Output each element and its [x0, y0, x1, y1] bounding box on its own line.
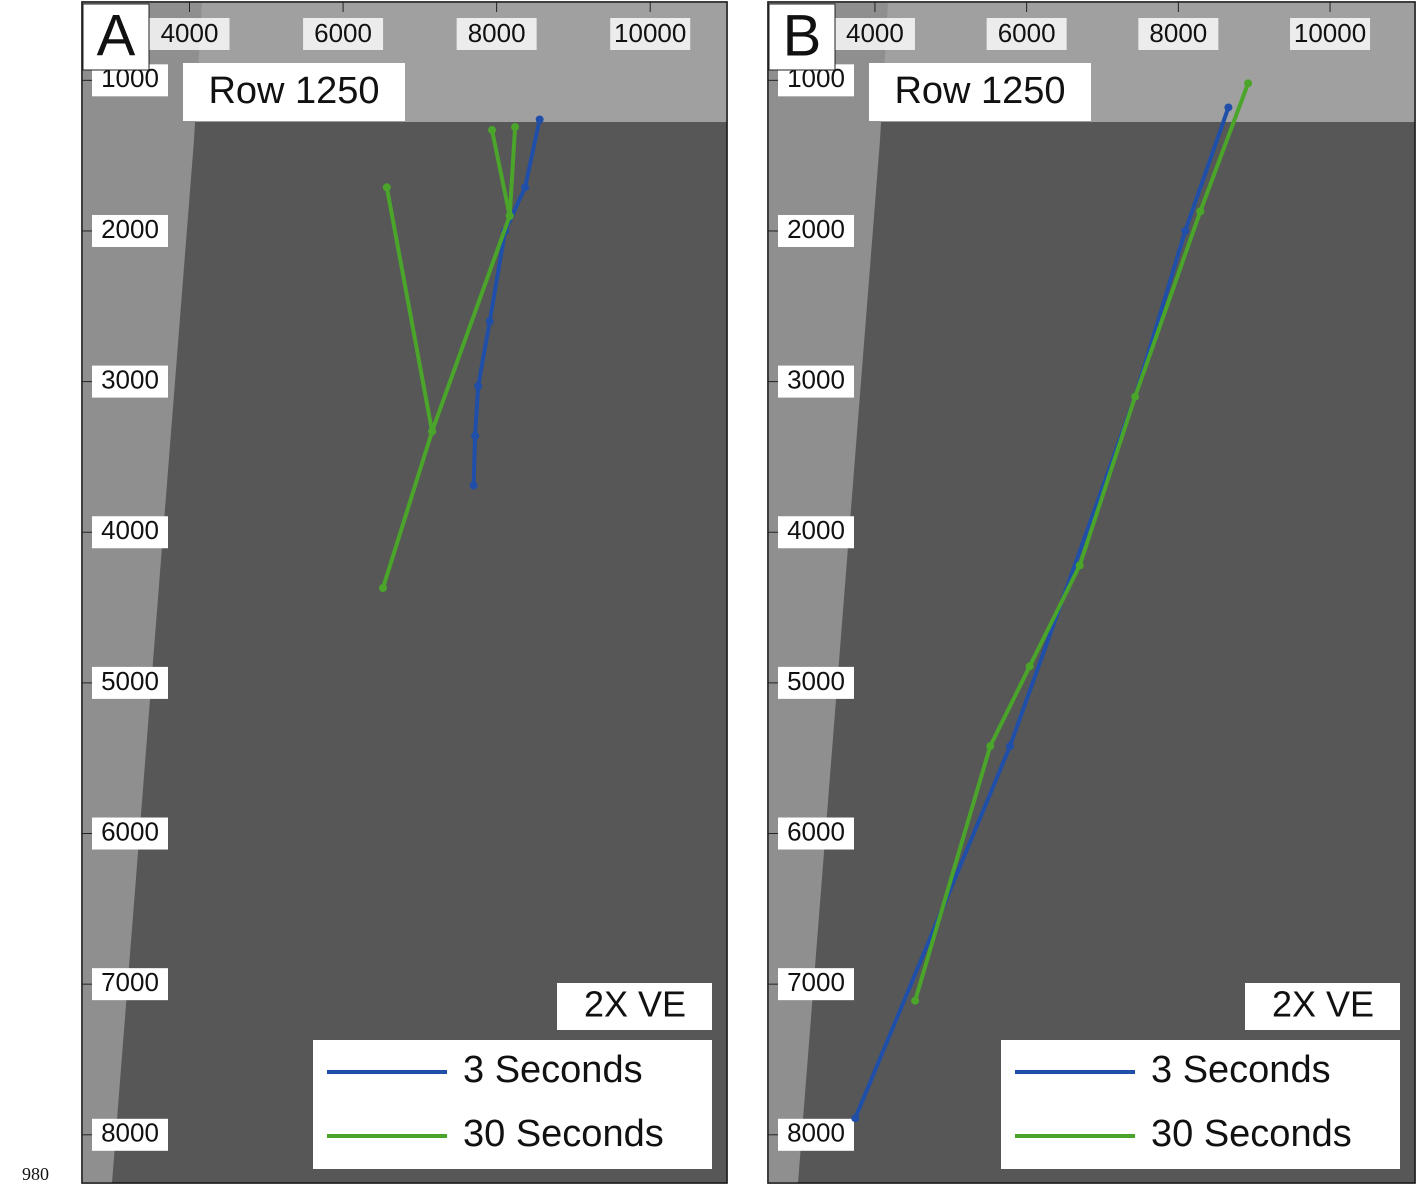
- annotation: 2X VE: [1272, 984, 1374, 1025]
- annotation: 2X VE: [584, 984, 686, 1025]
- panel-frame: [767, 1, 1416, 1184]
- x-tick-box: [986, 18, 1067, 50]
- y-tick-label: 6000: [787, 816, 845, 846]
- y-tick-label: 2000: [787, 214, 845, 244]
- legend-label: 3 Seconds: [463, 1049, 643, 1091]
- annotation-box: [557, 983, 712, 1030]
- fault-line: [381, 126, 518, 589]
- legend-label: 30 Seconds: [463, 1113, 664, 1155]
- y-tick-label: 7000: [787, 967, 845, 997]
- fault-point: [474, 382, 483, 391]
- y-tick-box: [778, 968, 854, 1001]
- x-tick-label: 10000: [614, 18, 686, 48]
- y-tick-box: [778, 817, 854, 850]
- legend-box: [1001, 1040, 1400, 1169]
- panel: 4000 6000 8000 1000010002000300040005000600…: [767, 1, 1416, 1184]
- fault-point: [485, 317, 494, 326]
- fault-point: [1181, 226, 1190, 235]
- x-tick-label: 8000: [468, 18, 526, 48]
- fault-point: [1244, 79, 1253, 88]
- fault-point: [505, 211, 514, 220]
- title-box: [183, 63, 405, 121]
- y-tick-label: 3000: [787, 364, 845, 394]
- y-tick-label: 6000: [101, 816, 159, 846]
- fault-point: [521, 183, 530, 192]
- fault-point: [1224, 103, 1233, 112]
- y-tick-label: 4000: [101, 515, 159, 545]
- panel: 4000 6000 8000 1000010002000300040005000600…: [81, 1, 728, 1184]
- y-tick-label: 3000: [101, 364, 159, 394]
- y-tick-box: [92, 365, 168, 398]
- fault-point: [535, 115, 544, 124]
- panel-label: A: [97, 3, 136, 68]
- y-tick-box: [778, 365, 854, 398]
- panel-label: B: [783, 3, 822, 68]
- fault-point: [1131, 392, 1140, 401]
- y-tick-box: [778, 666, 854, 699]
- fault-point: [986, 742, 995, 751]
- y-tick-label: 4000: [787, 515, 845, 545]
- x-tick-box: [149, 18, 230, 50]
- panel-label-box: [768, 3, 836, 71]
- fault-point: [379, 583, 387, 592]
- fault-point: [382, 183, 391, 192]
- y-tick-box: [778, 516, 854, 549]
- fault-point: [428, 427, 437, 436]
- x-tick-box: [1290, 18, 1371, 50]
- x-tick-box: [610, 18, 691, 50]
- y-tick-label: 8000: [787, 1118, 845, 1148]
- fault-point: [1025, 662, 1034, 671]
- legend-box: [313, 1040, 712, 1169]
- x-tick-label: 8000: [1149, 18, 1207, 48]
- y-tick-label: 5000: [787, 666, 845, 696]
- y-tick-box: [92, 817, 168, 850]
- fault-point: [1196, 207, 1205, 216]
- y-tick-box: [92, 516, 168, 549]
- legend-label: 3 Seconds: [1151, 1049, 1331, 1091]
- dead-zone: [768, 2, 888, 1183]
- panel-label-box: [82, 3, 150, 71]
- x-tick-label: 6000: [314, 18, 372, 48]
- fault-point: [488, 126, 497, 135]
- y-tick-label: 2000: [101, 214, 159, 244]
- y-tick-box: [92, 1118, 168, 1151]
- x-tick-box: [834, 18, 915, 50]
- x-tick-label: 10000: [1294, 18, 1366, 48]
- x-tick-label: 6000: [998, 18, 1056, 48]
- x-tick-label: 4000: [846, 18, 904, 48]
- y-tick-label: 5000: [101, 666, 159, 696]
- fault-point: [511, 123, 520, 132]
- x-tick-box: [456, 18, 537, 50]
- fault-point: [851, 1114, 860, 1123]
- legend-label: 30 Seconds: [1151, 1113, 1352, 1155]
- y-tick-box: [778, 214, 854, 247]
- fault-point: [911, 996, 920, 1005]
- y-tick-label: 7000: [101, 967, 159, 997]
- page-number: 980: [22, 1164, 49, 1184]
- y-tick-box: [92, 214, 168, 247]
- x-tick-box: [1138, 18, 1219, 50]
- fault-point: [1005, 742, 1014, 751]
- x-tick-label: 4000: [161, 18, 219, 48]
- fault-point: [1075, 561, 1084, 570]
- fault-point: [471, 431, 480, 440]
- y-tick-label: 8000: [101, 1118, 159, 1148]
- y-tick-box: [778, 1118, 854, 1151]
- fault-point: [469, 481, 478, 490]
- dead-zone: [82, 2, 202, 1183]
- panel-frame: [81, 1, 728, 1184]
- annotation-box: [1245, 983, 1400, 1030]
- y-tick-box: [92, 666, 168, 699]
- chart-title: Row 1250: [894, 70, 1065, 112]
- y-tick-box: [92, 968, 168, 1001]
- title-box: [869, 63, 1091, 121]
- chart-title: Row 1250: [208, 70, 379, 112]
- x-tick-box: [303, 18, 384, 50]
